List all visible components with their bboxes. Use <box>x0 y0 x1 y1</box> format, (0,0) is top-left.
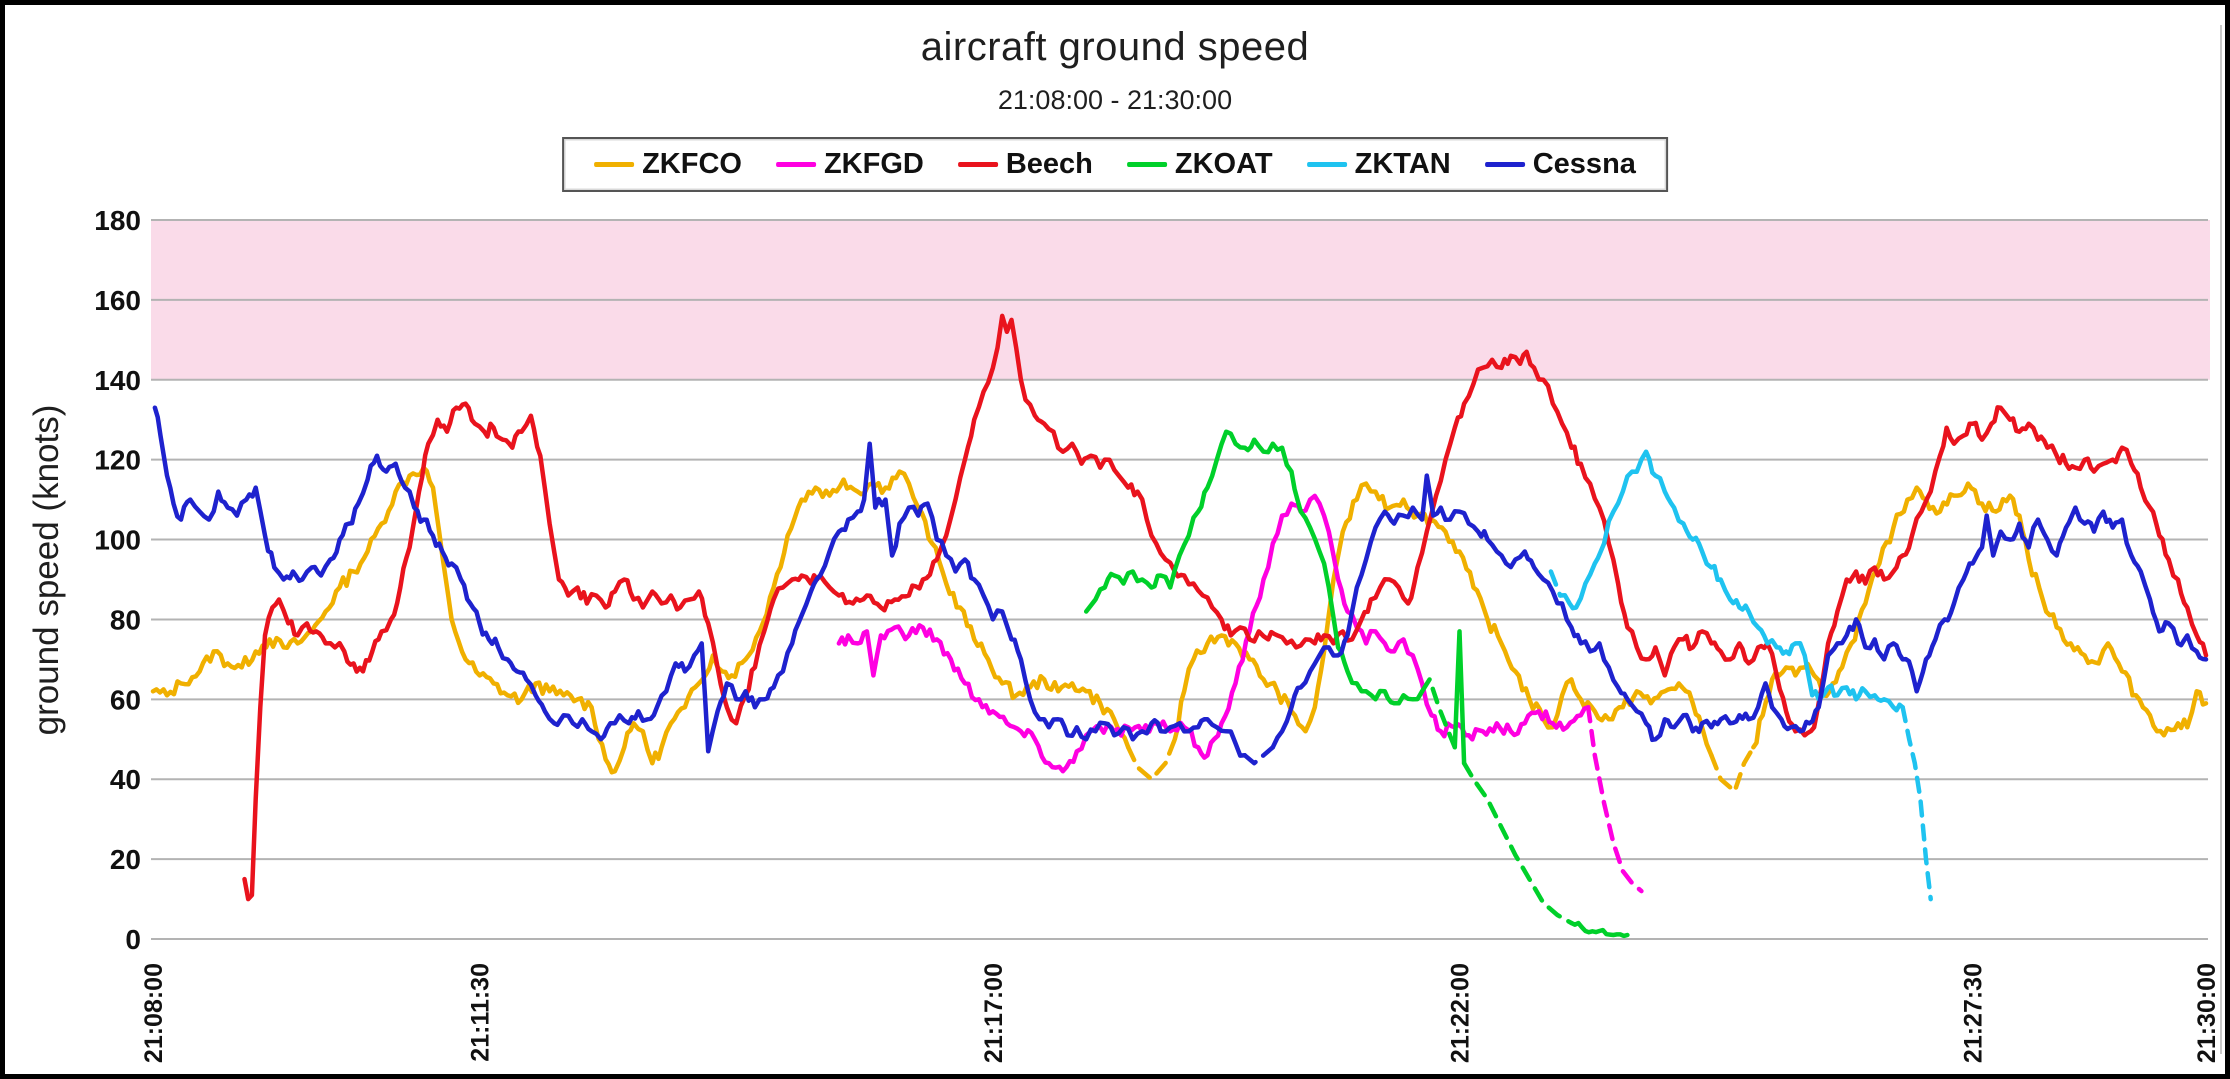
series-line-Cessna-0 <box>152 405 1248 758</box>
legend-label-ZKOAT: ZKOAT <box>1174 148 1273 180</box>
x-tick-label-21:17:00: 21:17:00 <box>980 963 1008 1063</box>
series-line-ZKOAT-dashed-2 <box>1419 677 1458 750</box>
y-tick-label-160: 160 <box>94 285 141 316</box>
legend-label-ZKFGD: ZKFGD <box>823 148 924 180</box>
series-line-Beech-0 <box>242 313 2209 902</box>
legend-label-ZKTAN: ZKTAN <box>1354 148 1451 180</box>
legend-item-ZKTAN: ZKTAN <box>1306 148 1451 181</box>
legend-item-ZKOAT: ZKOAT <box>1126 148 1273 181</box>
series-line-ZKOAT-dashed-0 <box>1083 597 1098 614</box>
series-line-ZKFGD-0 <box>836 493 1591 774</box>
y-tick-label-180: 180 <box>94 205 141 236</box>
series-line-ZKTAN-dashed-0 <box>1548 569 1563 598</box>
series-line-ZKOAT-dashed-4 <box>1461 760 1574 926</box>
legend-swatch-ZKTAN <box>1306 162 1347 167</box>
plot-area: 0 20 40 60 80 100 120 140 160 180 21:08:00 21:11:30… <box>94 25 2222 1063</box>
y-tick-label-20: 20 <box>110 844 141 875</box>
legend-swatch-ZKFGD <box>775 162 816 167</box>
legend-label-Beech: Beech <box>1005 148 1093 180</box>
y-tick-label-120: 120 <box>94 445 141 476</box>
legend-label-ZKFCO: ZKFCO <box>642 148 742 180</box>
legend-swatch-Beech <box>957 162 998 167</box>
legend: ZKFCO ZKFGD Beech ZKOAT ZKTAN Cessna <box>562 137 1668 192</box>
y-tick-label-0: 0 <box>125 924 141 955</box>
series-line-ZKOAT-5 <box>1569 920 1630 939</box>
series-line-ZKFCO-2 <box>1172 481 1714 758</box>
series-line-Cessna-2 <box>1270 473 2209 750</box>
series-line-ZKTAN-1 <box>1557 449 1905 713</box>
x-tick-label-21:30:00: 21:30:00 <box>2193 963 2221 1063</box>
legend-swatch-ZKFCO <box>594 162 635 167</box>
y-tick-label-140: 140 <box>94 365 141 396</box>
x-tick-label-21:11:30: 21:11:30 <box>467 963 495 1062</box>
legend-item-Beech: Beech <box>957 148 1093 181</box>
series-line-ZKFGD-dashed-1 <box>1585 705 1644 894</box>
series-line-Cessna-dashed-1 <box>1242 745 1276 766</box>
legend-label-Cessna: Cessna <box>1532 148 1636 180</box>
series-line-ZKOAT-1 <box>1093 429 1425 706</box>
legend-item-ZKFGD: ZKFGD <box>775 148 924 181</box>
series-line-ZKFCO-4 <box>1751 481 2209 750</box>
series-line-ZKFCO-dashed-1 <box>1125 737 1178 782</box>
x-tick-label-21:27:30: 21:27:30 <box>1960 963 1988 1063</box>
legend-swatch-ZKOAT <box>1126 162 1167 167</box>
x-tick-label-21:08:00: 21:08:00 <box>140 963 168 1063</box>
series-line-ZKFCO-dashed-3 <box>1709 745 1756 794</box>
y-tick-label-100: 100 <box>94 525 141 556</box>
y-tick-label-60: 60 <box>110 684 141 715</box>
x-tick-label-21:22:00: 21:22:00 <box>1446 963 1474 1063</box>
legend-swatch-Cessna <box>1484 162 1525 167</box>
chart-title: aircraft ground speed <box>920 25 1310 69</box>
legend-item-Cessna: Cessna <box>1484 148 1636 181</box>
series-line-ZKTAN-dashed-2 <box>1900 705 1933 902</box>
y-tick-label-40: 40 <box>110 764 141 795</box>
legend-item-ZKFCO: ZKFCO <box>594 148 742 181</box>
series-line-ZKFCO-0 <box>150 465 1131 775</box>
series-line-ZKOAT-3 <box>1452 629 1467 766</box>
y-tick-label-80: 80 <box>110 604 141 635</box>
chart-subtitle: 21:08:00 - 21:30:00 <box>997 85 1233 115</box>
